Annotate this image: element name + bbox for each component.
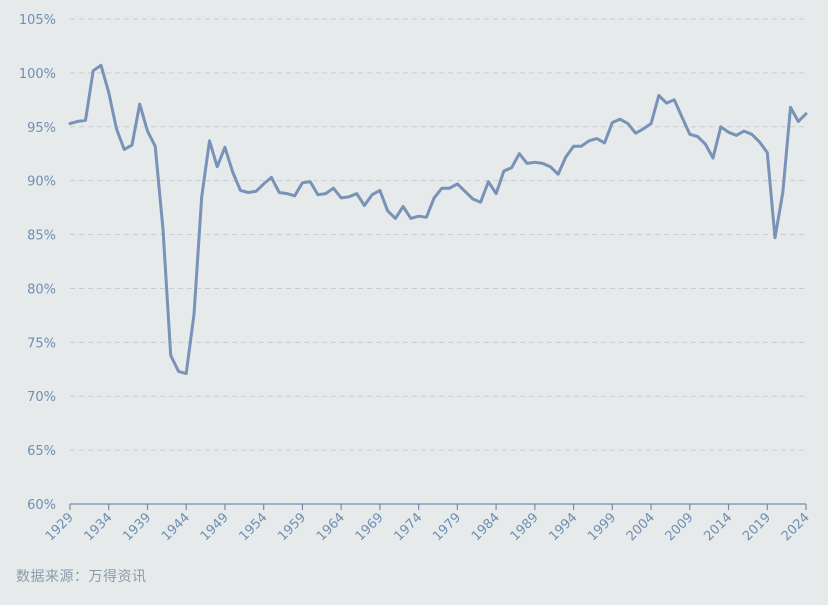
x-tick-label: 1959 xyxy=(275,510,309,544)
x-tick-label: 1984 xyxy=(469,510,503,544)
x-tick-label: 1969 xyxy=(353,510,387,544)
y-tick-label: 105% xyxy=(19,13,56,28)
x-tick-label: 2024 xyxy=(779,510,813,544)
series-line xyxy=(68,63,808,376)
x-tick-label: 1989 xyxy=(508,510,542,544)
x-tick-label: 2004 xyxy=(624,510,658,544)
x-tick-label: 2019 xyxy=(740,510,774,544)
x-tick-label: 1994 xyxy=(546,510,580,544)
y-tick-label: 65% xyxy=(27,444,56,459)
y-tick-label: 80% xyxy=(27,282,56,297)
x-tick-label: 2009 xyxy=(663,510,697,544)
y-tick-label: 75% xyxy=(27,336,56,351)
x-tick-label: 1939 xyxy=(120,510,154,544)
y-tick-label: 70% xyxy=(27,390,56,405)
y-tick-label: 100% xyxy=(19,67,56,82)
x-tick-label: 2014 xyxy=(701,510,735,544)
y-tick-label: 85% xyxy=(27,229,56,244)
x-tick-label: 1934 xyxy=(82,510,116,544)
line-chart: 60% 65% 70% 75% 80% 85% 90% 95% 100% 105% 1929 1934… xyxy=(19,13,813,544)
x-tick-label: 1979 xyxy=(430,510,464,544)
x-tick-label: 1949 xyxy=(198,510,232,544)
source-note: 数据来源：万得资讯 xyxy=(16,569,147,585)
x-tick-label: 1964 xyxy=(314,510,348,544)
x-tick-label: 1999 xyxy=(585,510,619,544)
y-tick-label: 90% xyxy=(27,175,56,190)
y-tick-label: 60% xyxy=(27,498,56,513)
x-tick-label: 1954 xyxy=(237,510,271,544)
y-tick-label: 95% xyxy=(27,121,56,136)
x-tick-label: 1974 xyxy=(391,510,425,544)
x-tick-label: 1929 xyxy=(43,510,77,544)
x-tick-label: 1944 xyxy=(159,510,193,544)
